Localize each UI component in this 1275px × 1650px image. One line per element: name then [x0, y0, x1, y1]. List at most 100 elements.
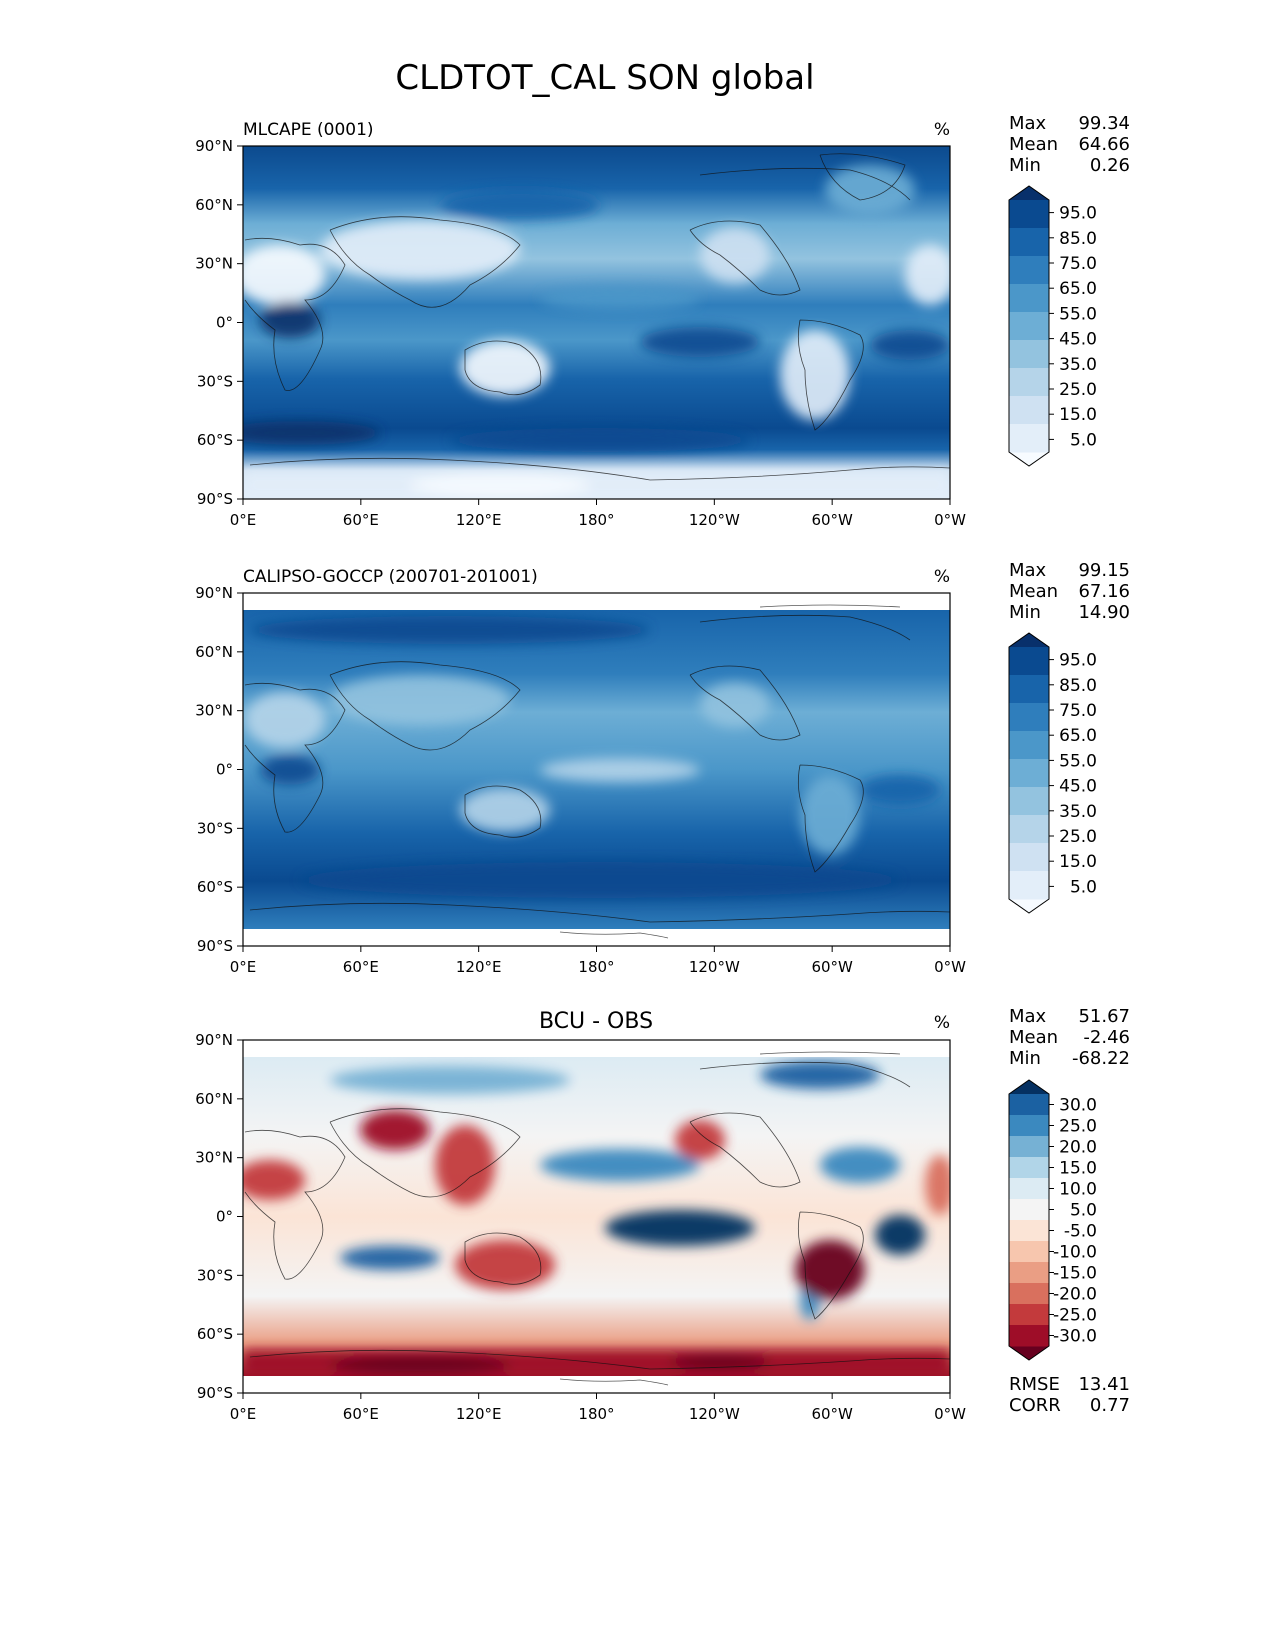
lon-tick-label: 60°E [343, 958, 379, 976]
stat-max-label: Max [1009, 113, 1047, 134]
colorbar-tick-label: -20.0 [1053, 1285, 1097, 1305]
stat-mean-label: Mean [1009, 581, 1058, 602]
panel-diff-missing-south [243, 1376, 950, 1393]
panel-model-lon-ticks: 0°E 60°E 120°E 180° 120°W 60°W 0°W [230, 499, 966, 529]
lon-tick-label: 120°E [456, 958, 502, 976]
colorbar-tick-label: 45.0 [1059, 330, 1097, 350]
panel-diff-missing-north [243, 1040, 950, 1057]
colorbar-bin [1009, 1199, 1049, 1221]
colorbar-bin [1009, 1094, 1049, 1116]
stat-corr-label: CORR [1009, 1395, 1061, 1416]
panel-model-units: % [934, 120, 950, 140]
colorbar-bin [1009, 1283, 1049, 1305]
lon-tick-label: 180° [578, 511, 614, 529]
panel-model-field [243, 146, 950, 499]
panel-diff-colorbar: 30.025.020.015.010.05.0-5.0-10.0-15.0-20… [1008, 1079, 1097, 1361]
lat-tick-label: 30°S [197, 819, 233, 837]
colorbar-tick-label: 20.0 [1059, 1138, 1097, 1158]
panel-model-colorbar: 95.0 85.0 75.0 65.0 55.0 45.0 35.0 25.0 15.0 5.0 [1008, 185, 1097, 467]
lon-tick-label: 0°W [934, 958, 966, 976]
colorbar-bin [1009, 1157, 1049, 1179]
colorbar-bin [1009, 1115, 1049, 1137]
panel-obs-missing-south [243, 929, 950, 946]
lat-tick-label: 90°N [195, 1031, 233, 1049]
colorbar-extend-max [1009, 633, 1049, 647]
colorbar-extend-max [1009, 186, 1049, 200]
lat-tick-label: 60°S [197, 878, 233, 896]
lat-tick-label: 0° [216, 1208, 233, 1226]
colorbar-bin [1009, 228, 1049, 257]
colorbar-tick-label: 55.0 [1059, 304, 1097, 324]
lon-tick-label: 60°E [343, 1405, 379, 1423]
lat-tick-label: 90°S [197, 490, 233, 508]
colorbar-bin [1009, 1262, 1049, 1284]
colorbar-outline [1008, 185, 1050, 467]
panel-diff-lon-ticks: 0°E 60°E 120°E 180° 120°W 60°W 0°W [230, 1393, 966, 1423]
lat-tick-label: 90°S [197, 937, 233, 955]
colorbar-tick-label: 75.0 [1059, 254, 1097, 274]
panel-obs-stats: Max 99.15 Mean 67.16 Min 14.90 [1009, 560, 1130, 623]
panel-diff: BCU - OBS % [195, 1006, 1130, 1423]
lat-tick-label: 60°S [197, 431, 233, 449]
lon-tick-label: 120°W [689, 511, 740, 529]
colorbar-tick-label: 95.0 [1059, 651, 1097, 671]
lon-tick-label: 60°W [811, 958, 853, 976]
colorbar-tick-label: 45.0 [1059, 777, 1097, 797]
figure-title: CLDTOT_CAL SON global [395, 58, 814, 98]
stat-mean-value: -2.46 [1083, 1027, 1130, 1048]
colorbar-bin [1009, 759, 1049, 788]
colorbar-bin [1009, 871, 1049, 900]
colorbar-bin [1009, 1178, 1049, 1200]
colorbar-bin [1009, 787, 1049, 816]
lat-tick-label: 30°S [197, 372, 233, 390]
lon-tick-label: 60°E [343, 511, 379, 529]
lat-tick-label: 0° [216, 761, 233, 779]
stat-mean-label: Mean [1009, 1027, 1058, 1048]
panel-obs-lon-ticks: 0°E 60°E 120°E 180° 120°W 60°W 0°W [230, 946, 966, 976]
panel-obs: CALIPSO-GOCCP (200701-201001) % [195, 560, 1130, 976]
stat-corr-value: 0.77 [1090, 1395, 1130, 1416]
colorbar-tick-label: -10.0 [1053, 1243, 1097, 1263]
stat-rmse-value: 13.41 [1078, 1374, 1130, 1395]
stat-mean-value: 64.66 [1078, 134, 1130, 155]
lat-tick-label: 30°N [195, 702, 233, 720]
lon-tick-label: 60°W [811, 511, 853, 529]
stat-min-label: Min [1009, 602, 1041, 623]
colorbar-tick-label: 10.0 [1059, 1180, 1097, 1200]
stat-max-label: Max [1009, 1006, 1047, 1027]
colorbar-tick-label: 75.0 [1059, 701, 1097, 721]
colorbar-tick-label: 15.0 [1059, 852, 1097, 872]
colorbar-tick-label: 95.0 [1059, 204, 1097, 224]
stat-min-value: -68.22 [1072, 1048, 1130, 1069]
colorbar-tick-label: 55.0 [1059, 751, 1097, 771]
lon-tick-label: 180° [578, 958, 614, 976]
colorbar-tick-label: -25.0 [1053, 1306, 1097, 1326]
stat-min-label: Min [1009, 155, 1041, 176]
lat-tick-label: 90°N [195, 584, 233, 602]
panel-obs-field [243, 610, 950, 929]
colorbar-tick-label: 35.0 [1059, 802, 1097, 822]
lon-tick-label: 0°W [934, 511, 966, 529]
lat-tick-label: 30°N [195, 255, 233, 273]
panel-model-lat-ticks: 90°N 60°N 30°N 0° 30°S 60°S 90°S [195, 137, 243, 508]
colorbar-bin [1009, 396, 1049, 425]
lon-tick-label: 120°E [456, 1405, 502, 1423]
colorbar-tick-label: -5.0 [1064, 1222, 1097, 1242]
lon-tick-label: 0°E [230, 511, 257, 529]
stat-mean-label: Mean [1009, 134, 1058, 155]
colorbar-outline [1008, 632, 1050, 914]
panel-model-title: MLCAPE (0001) [243, 120, 374, 140]
panel-diff-units: % [934, 1013, 950, 1033]
lon-tick-label: 120°W [689, 958, 740, 976]
panel-model: MLCAPE (0001) % [195, 113, 1130, 529]
colorbar-bin [1009, 312, 1049, 341]
colorbar-tick-label: -15.0 [1053, 1264, 1097, 1284]
stat-max-value: 51.67 [1078, 1006, 1130, 1027]
panel-diff-field [243, 1057, 950, 1376]
stat-max-label: Max [1009, 560, 1047, 581]
colorbar-bin [1009, 1325, 1049, 1347]
panel-obs-title: CALIPSO-GOCCP (200701-201001) [243, 567, 538, 587]
colorbar-extend-max [1009, 1080, 1049, 1094]
lon-tick-label: 60°W [811, 1405, 853, 1423]
stat-max-value: 99.34 [1078, 113, 1130, 134]
